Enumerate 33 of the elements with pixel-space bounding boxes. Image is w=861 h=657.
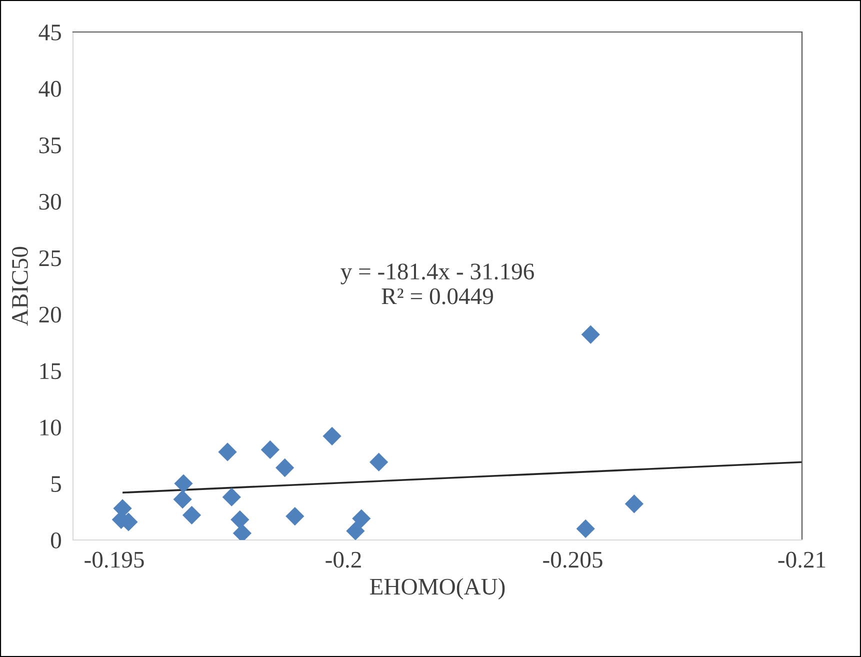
point <box>260 440 280 460</box>
point <box>218 442 237 462</box>
point <box>230 510 250 529</box>
x-tick-label: -0.21 <box>778 552 826 568</box>
y-axis-title: ABIC50 <box>12 246 28 326</box>
y-tick-label: 0 <box>50 532 61 548</box>
x-tick-label: -0.2 <box>326 552 361 568</box>
point <box>581 325 600 344</box>
point <box>173 490 192 509</box>
y-tick-label: 20 <box>39 306 61 323</box>
point <box>346 522 365 540</box>
point <box>286 506 304 526</box>
point <box>322 426 342 446</box>
annotation: y = -181.4x - 31.196 R² = 0.0449 <box>340 264 534 304</box>
point <box>276 458 294 478</box>
y-tick-label: 10 <box>40 420 61 436</box>
y-tick-label: 5 <box>51 476 61 492</box>
y-tick-label: 45 <box>38 24 61 40</box>
y-tick-label: 35 <box>39 137 61 154</box>
point <box>182 506 202 524</box>
point <box>352 509 371 528</box>
y-tick-label: 25 <box>39 250 61 266</box>
y-tick-label: 40 <box>38 80 61 97</box>
x-tick-label: -0.195 <box>84 552 144 568</box>
y-tick-label: 15 <box>40 363 61 380</box>
point <box>174 474 193 493</box>
point <box>624 494 644 514</box>
point <box>576 519 595 538</box>
x-axis-title: EHOMO(AU) <box>370 578 505 600</box>
point <box>369 452 388 472</box>
y-tick-label: 30 <box>39 194 61 210</box>
point <box>222 488 241 506</box>
x-tick-label: -0.205 <box>543 552 602 568</box>
